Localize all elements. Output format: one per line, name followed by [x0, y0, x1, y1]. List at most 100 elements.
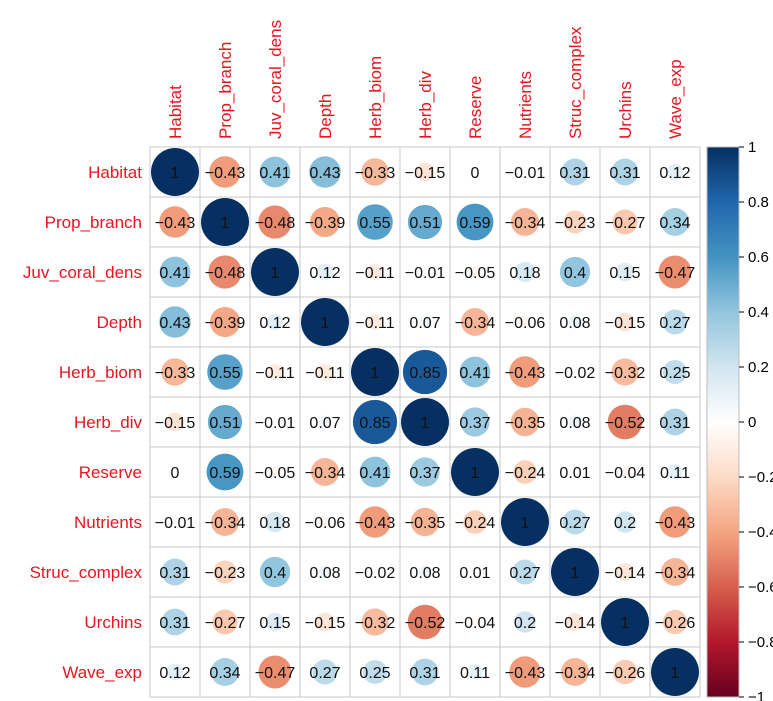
corr-value-Herb_div-Reserve: 0.37: [459, 415, 490, 432]
row-label-Wave_exp: Wave_exp: [62, 663, 142, 682]
corr-value-Struc_complex-Prop_branch: −0.23: [205, 565, 246, 582]
corr-value-Urchins-Depth: −0.15: [305, 615, 346, 632]
corr-circle-Prop_branch-Herb_biom: [357, 204, 393, 240]
corr-circle-Reserve-Depth: [311, 458, 339, 486]
corr-value-Wave_exp-Struc_complex: −0.34: [555, 665, 596, 682]
corr-circle-Herb_div-Herb_div: [401, 398, 449, 446]
corr-circle-Struc_complex-Juv_coral_dens: [259, 556, 291, 588]
colorbar-tick-label: −0.4: [748, 524, 773, 541]
corr-value-Depth-Herb_div: 0.07: [409, 315, 440, 332]
column-labels: Habitat Prop_branch Juv_coral_dens Depth Her…: [166, 20, 685, 139]
corr-circle-Struc_complex-Urchins: [616, 563, 634, 581]
corr-circle-Juv_coral_dens-Prop_branch: [208, 255, 242, 289]
corr-value-Depth-Depth: 1: [321, 315, 330, 332]
corr-circle-Prop_branch-Herb_div: [407, 204, 443, 240]
corr-circle-Herb_biom-Struc_complex: [571, 368, 579, 376]
corr-value-Herb_div-Juv_coral_dens: −0.01: [255, 415, 296, 432]
corr-circle-Depth-Urchins: [615, 312, 635, 332]
corr-circle-Nutrients-Herb_biom: [359, 506, 391, 538]
corr-circle-Herb_biom-Habitat: [161, 358, 189, 386]
corr-value-Habitat-Prop_branch: −0.43: [205, 165, 246, 182]
corr-value-Herb_div-Urchins: −0.52: [605, 415, 646, 432]
corr-value-Juv_coral_dens-Urchins: 0.15: [609, 265, 640, 282]
corr-value-Urchins-Habitat: 0.31: [159, 615, 190, 632]
corr-circle-Reserve-Urchins: [620, 467, 630, 477]
corr-value-Prop_branch-Herb_biom: 0.55: [359, 215, 390, 232]
colorbar-gradient: [706, 146, 740, 698]
corr-circle-Nutrients-Urchins: [614, 511, 636, 533]
corr-circle-Nutrients-Struc_complex: [562, 509, 588, 535]
corr-value-Nutrients-Nutrients: 1: [521, 515, 530, 532]
corr-circle-Prop_branch-Nutrients: [511, 208, 539, 236]
corr-circle-Habitat-Urchins: [611, 158, 639, 186]
corr-circle-Juv_coral_dens-Depth: [316, 263, 334, 281]
corr-value-Herb_biom-Herb_biom: 1: [371, 365, 380, 382]
corr-value-Herb_biom-Depth: −0.11: [305, 365, 344, 382]
corr-value-Nutrients-Depth: −0.06: [305, 515, 346, 532]
corr-value-Prop_branch-Herb_div: 0.51: [409, 215, 440, 232]
corr-value-Prop_branch-Prop_branch: 1: [221, 215, 230, 232]
corr-value-Juv_coral_dens-Herb_div: −0.01: [405, 265, 446, 282]
corr-circle-Juv_coral_dens-Urchins: [615, 262, 635, 282]
corr-circle-Prop_branch-Wave_exp: [661, 208, 689, 236]
column-label-Herb_div: Herb_div: [416, 70, 435, 139]
corr-value-Reserve-Depth: −0.34: [305, 465, 346, 482]
corr-value-Habitat-Depth: 0.43: [309, 165, 340, 182]
corr-value-Herb_biom-Wave_exp: 0.25: [659, 365, 690, 382]
corr-circle-Juv_coral_dens-Nutrients: [514, 261, 536, 283]
column-label-Wave_exp: Wave_exp: [666, 59, 685, 139]
corr-value-Juv_coral_dens-Habitat: 0.41: [159, 265, 190, 282]
corr-circle-Urchins-Habitat: [161, 608, 189, 636]
corr-circle-Herb_div-Habitat: [165, 412, 185, 432]
corr-value-Struc_complex-Struc_complex: 1: [571, 565, 580, 582]
corr-value-Herb_biom-Habitat: −0.33: [155, 365, 196, 382]
corr-circle-Herb_biom-Herb_biom: [351, 348, 399, 396]
corr-value-Habitat-Wave_exp: 0.12: [659, 165, 690, 182]
corr-value-Struc_complex-Urchins: −0.14: [605, 565, 646, 582]
corr-value-Prop_branch-Reserve: 0.59: [459, 215, 490, 232]
corr-circle-Struc_complex-Habitat: [161, 558, 189, 586]
corr-circle-Prop_branch-Juv_coral_dens: [258, 205, 292, 239]
corr-value-Nutrients-Urchins: 0.2: [614, 515, 636, 532]
corr-circle-Struc_complex-Depth: [318, 565, 332, 579]
corr-value-Herb_biom-Struc_complex: −0.02: [555, 365, 596, 382]
corr-circle-Nutrients-Depth: [319, 516, 331, 528]
corr-circle-Urchins-Urchins: [601, 598, 649, 646]
column-label-Habitat: Habitat: [166, 85, 185, 139]
corr-value-Prop_branch-Urchins: −0.27: [605, 215, 646, 232]
corr-value-Habitat-Reserve: 0: [471, 165, 480, 182]
corr-value-Wave_exp-Herb_div: 0.31: [409, 665, 440, 682]
colorbar-tick-label: −0.8: [748, 634, 773, 651]
corr-value-Habitat-Herb_biom: −0.33: [355, 165, 396, 182]
column-label-Reserve: Reserve: [466, 76, 485, 139]
corr-value-Reserve-Wave_exp: 0.11: [660, 465, 690, 482]
corr-circle-Nutrients-Reserve: [463, 510, 487, 534]
corr-circle-Juv_coral_dens-Herb_biom: [367, 264, 383, 280]
corr-value-Urchins-Wave_exp: −0.26: [655, 615, 696, 632]
corr-value-Depth-Urchins: −0.15: [605, 315, 646, 332]
corr-value-Nutrients-Wave_exp: −0.43: [655, 515, 696, 532]
corr-value-Depth-Nutrients: −0.06: [505, 315, 546, 332]
colorbar-tick-label: −0.6: [748, 579, 773, 596]
corr-value-Depth-Herb_biom: −0.11: [355, 315, 394, 332]
corr-value-Nutrients-Habitat: −0.01: [155, 515, 196, 532]
corr-value-Reserve-Nutrients: −0.24: [505, 465, 546, 482]
corr-value-Urchins-Herb_biom: −0.32: [355, 615, 396, 632]
correlation-values: 1 −0.43 0.41 0.43 −0.33 −0.15 0 −0.01 0.31 0.31 0.…: [155, 165, 696, 682]
corr-value-Herb_div-Struc_complex: 0.08: [559, 415, 590, 432]
corr-value-Herb_biom-Herb_div: 0.85: [409, 365, 440, 382]
corr-circle-Nutrients-Habitat: [172, 519, 178, 525]
corr-value-Depth-Habitat: 0.43: [159, 315, 190, 332]
corr-value-Prop_branch-Struc_complex: −0.23: [555, 215, 596, 232]
column-label-Nutrients: Nutrients: [516, 71, 535, 139]
column-label-Herb_biom: Herb_biom: [366, 56, 385, 139]
corr-circle-Herb_div-Wave_exp: [661, 408, 689, 436]
corr-value-Habitat-Herb_div: −0.15: [405, 165, 446, 182]
corr-circle-Herb_div-Nutrients: [510, 407, 540, 437]
corr-circle-Herb_biom-Wave_exp: [663, 360, 687, 384]
corr-circle-Struc_complex-Struc_complex: [551, 548, 599, 596]
colorbar: 1 0.8 0.6 0.4 0.2 0 −0.2 −0.4 −0.6 −0.8 −1: [706, 139, 773, 701]
corr-circle-Herb_biom-Herb_div: [402, 349, 448, 395]
corr-circle-Reserve-Juv_coral_dens: [269, 466, 281, 478]
corr-circle-Reserve-Wave_exp: [667, 464, 683, 480]
